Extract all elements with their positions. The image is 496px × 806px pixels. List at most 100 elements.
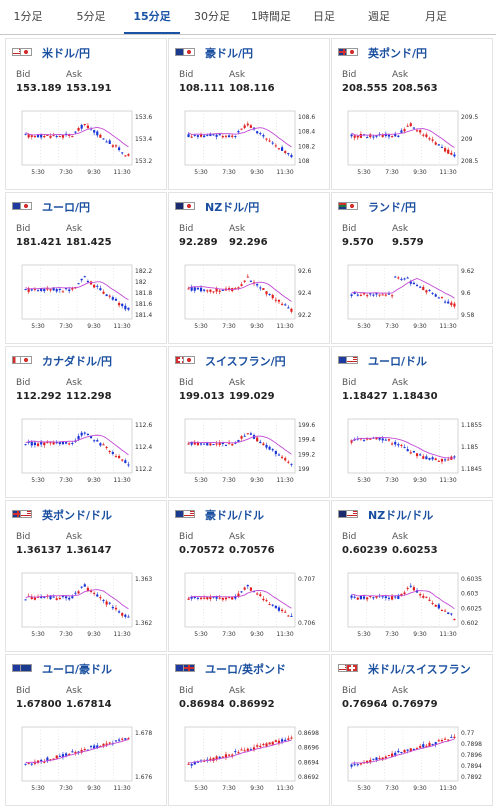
candle-body bbox=[99, 134, 102, 138]
candle-body bbox=[375, 135, 378, 137]
candle-body bbox=[96, 594, 99, 597]
candle-body bbox=[350, 595, 353, 598]
tab-2[interactable]: 5分足 bbox=[76, 10, 106, 23]
mini-chart[interactable]: 0.6035 0.603 0.6025 0.602 5:30 7:30 9:30 11:30 bbox=[346, 569, 492, 644]
mini-chart[interactable]: 0.77 0.7898 0.7896 0.7894 0.7892 5:30 7:30 9:30… bbox=[346, 723, 492, 798]
x-tick-label: 5:30 bbox=[357, 323, 371, 330]
tab-3[interactable]: 15分足 bbox=[124, 0, 180, 34]
candle-body bbox=[406, 749, 409, 751]
y-tick-label: 199.6 bbox=[298, 422, 315, 429]
candle-body bbox=[412, 127, 416, 129]
candle-body bbox=[359, 595, 363, 600]
candle-body bbox=[199, 597, 203, 599]
x-tick-label: 7:30 bbox=[59, 169, 73, 176]
mini-chart[interactable]: 1.1855 1.185 1.1845 5:30 7:30 9:30 11:30 bbox=[346, 415, 492, 490]
currency-pair-link[interactable]: ユーロ/ドル bbox=[368, 355, 428, 368]
candle-body bbox=[99, 288, 102, 291]
y-tick-label: 181.6 bbox=[135, 301, 152, 308]
candle-body bbox=[61, 596, 65, 598]
currency-pair-link[interactable]: ユーロ/円 bbox=[42, 201, 91, 214]
tab-4[interactable]: 30分足 bbox=[194, 10, 230, 23]
candle-body bbox=[359, 763, 363, 765]
candle-body bbox=[206, 290, 209, 292]
candle-body bbox=[36, 134, 40, 138]
candle-body bbox=[384, 756, 387, 759]
bid-value: 0.76964 bbox=[342, 699, 388, 710]
candle-body bbox=[406, 277, 409, 279]
mini-chart[interactable]: 209.5 209 208.5 5:30 7:30 9:30 11:30 bbox=[346, 107, 492, 182]
currency-pair-link[interactable]: 豪ドル/ドル bbox=[205, 509, 265, 522]
currency-pair-link[interactable]: 米ドル/円 bbox=[42, 47, 91, 60]
y-tick-label: 92.6 bbox=[298, 268, 312, 275]
candle-body bbox=[93, 745, 96, 749]
candle-body bbox=[447, 149, 450, 154]
y-tick-label: 1.1855 bbox=[461, 422, 482, 429]
tab-8[interactable]: 月足 bbox=[425, 10, 447, 23]
tab-1[interactable]: 1分足 bbox=[13, 10, 43, 23]
x-tick-label: 7:30 bbox=[222, 477, 236, 484]
candle-body bbox=[49, 759, 52, 761]
candle-body bbox=[409, 748, 412, 752]
candle-body bbox=[406, 125, 409, 127]
ask-label: Ask bbox=[392, 224, 409, 234]
currency-pair-link[interactable]: 豪ドル/円 bbox=[205, 47, 254, 60]
candle-body bbox=[231, 135, 234, 137]
currency-pair-link[interactable]: ランド/円 bbox=[368, 201, 417, 214]
ask-value: 0.60253 bbox=[392, 545, 438, 556]
candle-body bbox=[350, 294, 353, 296]
bid-label: Bid bbox=[16, 686, 31, 696]
mini-chart[interactable]: 9.62 9.6 9.58 5:30 7:30 9:30 11:30 bbox=[346, 261, 492, 336]
y-tick-label: 108.6 bbox=[298, 114, 315, 121]
bid-value: 181.421 bbox=[16, 237, 62, 248]
currency-pair-link[interactable]: 英ポンド/円 bbox=[368, 47, 428, 60]
mini-chart[interactable]: 108.6 108.4 108.2 108 5:30 7:30 9:30 11:30 bbox=[183, 107, 329, 182]
candle-body bbox=[114, 740, 118, 742]
currency-pair-link[interactable]: ユーロ/英ポンド bbox=[205, 663, 287, 676]
mini-chart[interactable]: 153.6 153.4 153.2 5:30 7:30 9:30 11:30 bbox=[20, 107, 166, 182]
candle-body bbox=[68, 753, 71, 755]
candle-body bbox=[353, 292, 356, 295]
currency-pair-link[interactable]: 英ポンド/ドル bbox=[42, 509, 113, 522]
candle-body bbox=[74, 751, 77, 754]
mini-chart[interactable]: 92.6 92.4 92.2 5:30 7:30 9:30 11:30 bbox=[183, 261, 329, 336]
x-tick-label: 11:30 bbox=[113, 785, 130, 792]
candle-body bbox=[124, 460, 127, 464]
candle-body bbox=[265, 600, 268, 602]
mini-chart[interactable]: 182.2 182 181.8 181.6 181.4 5:30 7:30 9:30 11:30 bbox=[20, 261, 166, 336]
tab-6[interactable]: 日足 bbox=[313, 10, 335, 23]
candle-body bbox=[394, 276, 397, 278]
currency-pair-link[interactable]: 米ドル/スイスフラン bbox=[368, 663, 471, 676]
mini-chart[interactable]: 112.6 112.4 112.2 5:30 7:30 9:30 11:30 bbox=[20, 415, 166, 490]
currency-pair-link[interactable]: NZドル/円 bbox=[205, 201, 260, 214]
tab-5[interactable]: 1時間足 bbox=[251, 10, 291, 23]
x-tick-label: 9:30 bbox=[413, 477, 427, 484]
x-tick-label: 9:30 bbox=[250, 631, 264, 638]
candle-body bbox=[99, 746, 102, 748]
y-tick-label: 0.77 bbox=[461, 730, 475, 737]
candle-body bbox=[187, 763, 190, 765]
candle-body bbox=[287, 615, 290, 617]
mini-chart[interactable]: 199.6 199.4 199.2 199 5:30 7:30 9:30 11:30 bbox=[183, 415, 329, 490]
tab-7[interactable]: 週足 bbox=[368, 10, 390, 23]
currency-pair-link[interactable]: カナダドル/円 bbox=[42, 355, 113, 368]
candle-body bbox=[193, 597, 196, 599]
candle-body bbox=[93, 592, 96, 594]
mini-chart[interactable]: 1.678 1.676 5:30 7:30 9:30 11:30 bbox=[20, 723, 166, 798]
mini-chart[interactable]: 0.8698 0.8696 0.8694 0.8692 5:30 7:30 9:30 11:3… bbox=[183, 723, 329, 798]
x-tick-label: 11:30 bbox=[113, 477, 130, 484]
candle-body bbox=[262, 135, 265, 137]
candle-body bbox=[375, 757, 378, 760]
candle-body bbox=[350, 440, 353, 443]
mini-chart[interactable]: 0.707 0.706 5:30 7:30 9:30 11:30 bbox=[183, 569, 329, 644]
currency-pair-link[interactable]: NZドル/ドル bbox=[368, 509, 434, 522]
candle-body bbox=[203, 289, 206, 291]
currency-pair-link[interactable]: ユーロ/豪ドル bbox=[42, 663, 113, 676]
candle-body bbox=[240, 128, 243, 130]
currency-pair-link[interactable]: スイスフラン/円 bbox=[205, 355, 286, 368]
au-flag-icon bbox=[20, 664, 32, 672]
candle-body bbox=[403, 278, 406, 280]
candle-body bbox=[89, 746, 93, 748]
ask-value: 181.425 bbox=[66, 237, 112, 248]
mini-chart[interactable]: 1.363 1.362 5:30 7:30 9:30 11:30 bbox=[20, 569, 166, 644]
candle-body bbox=[36, 290, 40, 292]
